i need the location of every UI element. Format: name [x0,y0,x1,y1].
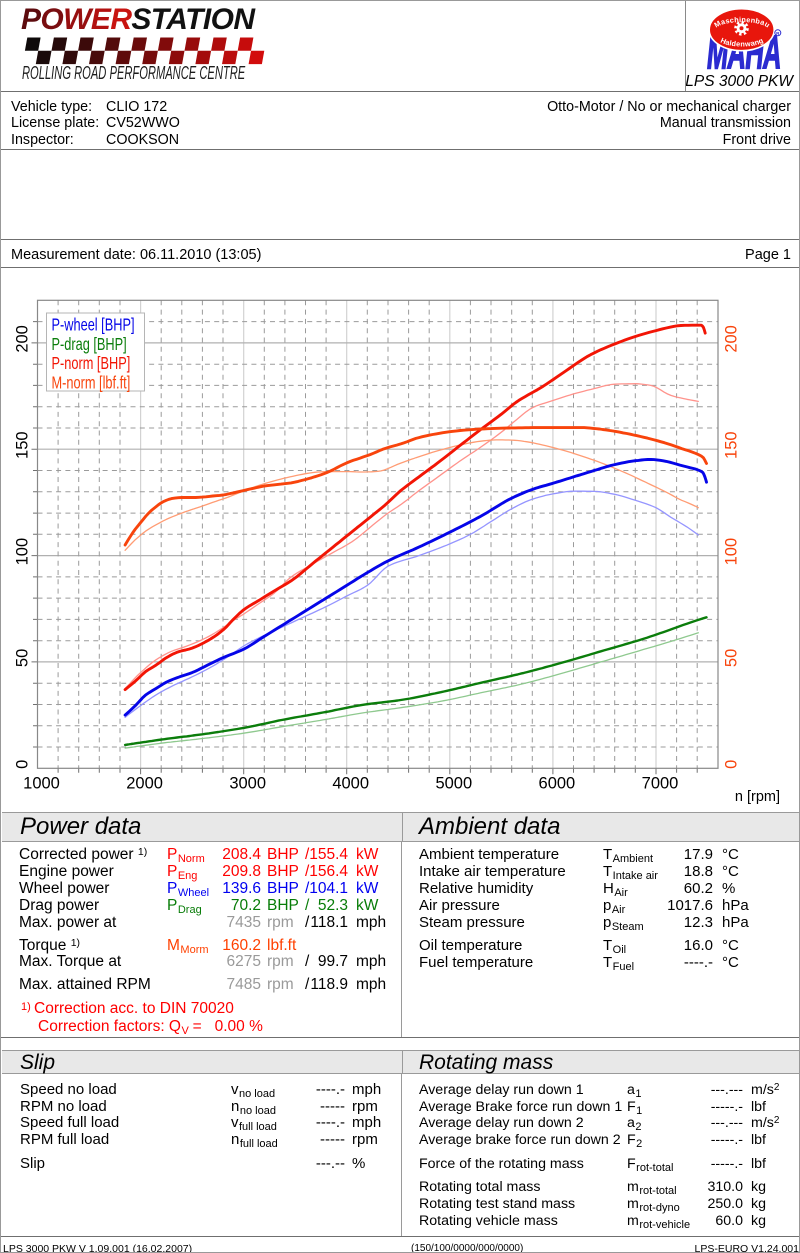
svg-text:50: 50 [722,649,740,667]
svg-text:200: 200 [722,325,740,353]
svg-text:P-drag [BHP]: P-drag [BHP] [52,335,127,354]
svg-text:7000: 7000 [642,775,679,793]
svg-text:M-norm [lbf.ft]: M-norm [lbf.ft] [52,374,131,393]
svg-text:0: 0 [722,760,740,769]
svg-text:6000: 6000 [539,775,576,793]
svg-text:Haldenwang: Haldenwang [719,36,765,49]
svg-text:R: R [776,31,780,36]
svg-text:P-wheel [BHP]: P-wheel [BHP] [52,316,135,335]
svg-text:150: 150 [722,431,740,459]
svg-text:n [rpm]: n [rpm] [735,789,780,805]
svg-text:0: 0 [13,760,31,769]
svg-text:3000: 3000 [229,775,266,793]
svg-text:P-norm [BHP]: P-norm [BHP] [52,354,131,373]
svg-text:100: 100 [722,538,740,566]
svg-text:1000: 1000 [23,775,60,793]
svg-text:2000: 2000 [126,775,163,793]
svg-text:50: 50 [13,649,31,667]
svg-text:4000: 4000 [332,775,369,793]
svg-text:100: 100 [13,538,31,566]
svg-text:5000: 5000 [435,775,472,793]
svg-text:150: 150 [13,431,31,459]
svg-text:200: 200 [13,325,31,353]
